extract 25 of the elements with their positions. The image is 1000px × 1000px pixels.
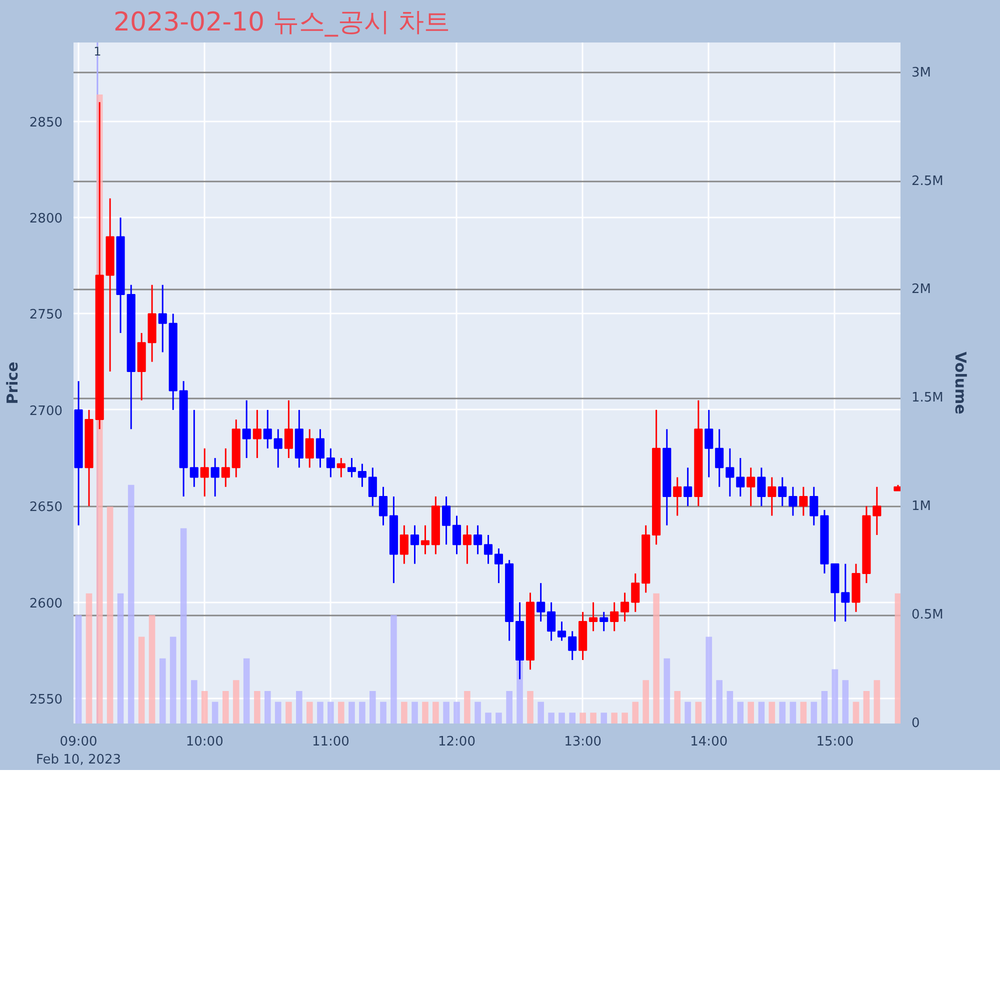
y-tick-label: 2750: [29, 308, 63, 323]
x-tick-label: 11:00: [312, 734, 350, 750]
y-tick-label: 2650: [29, 500, 63, 516]
x-tick-label: 09:00 Feb 10, 2023: [36, 734, 122, 768]
chart-title: 2023-02-10 뉴스_공시 차트: [114, 8, 450, 38]
y2-tick-label: 0.5M: [912, 608, 944, 623]
x-tick-label: 12:00: [438, 734, 476, 750]
y2-tick-label: 2.5M: [912, 174, 944, 189]
y2-tick-label: 2M: [912, 282, 931, 298]
y2-tick-label: 1M: [912, 499, 931, 514]
y-tick-label: 2700: [29, 404, 63, 419]
x-tick-label: 10:00: [186, 734, 224, 750]
annotation: 1: [94, 44, 102, 58]
y-tick-label: 2850: [29, 115, 63, 130]
y-axis-title: Price: [3, 362, 22, 404]
y-tick-label: 2550: [29, 692, 63, 708]
y2-tick-label: 0: [912, 716, 920, 731]
y2-axis-title: Volume: [951, 352, 970, 414]
y-tick-label: 2800: [29, 212, 63, 227]
y-tick-label: 2600: [29, 596, 63, 612]
x-tick-label: 14:00: [690, 734, 728, 750]
y2-tick-label: 1.5M: [912, 390, 944, 406]
y2-tick-label: 3M: [912, 65, 931, 80]
x-tick-label: 13:00: [564, 734, 602, 750]
x-tick-label: 15:00: [816, 734, 854, 750]
